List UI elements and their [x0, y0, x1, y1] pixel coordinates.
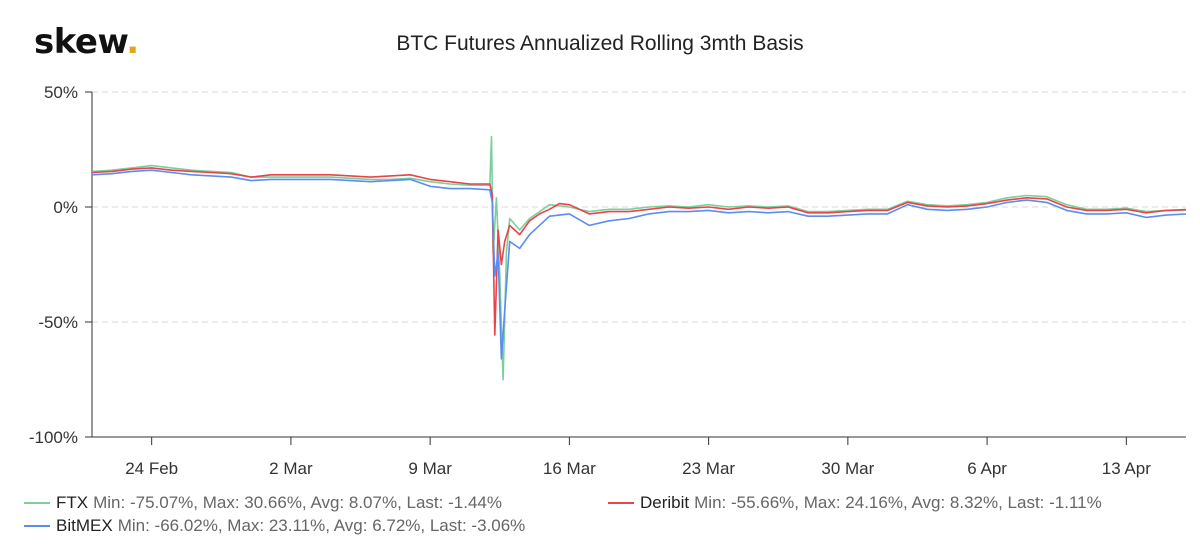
x-tick-label: 6 Apr	[967, 459, 1007, 478]
y-tick-label: 50%	[44, 83, 78, 102]
legend-name-bitmex: BitMEX	[56, 516, 113, 535]
legend-swatch-ftx	[24, 502, 50, 504]
skew-logo: skew.	[34, 22, 139, 62]
legend-stats-bitmex: Min: -66.02%, Max: 23.11%, Avg: 6.72%, L…	[117, 516, 526, 535]
legend-item-bitmex[interactable]: BitMEX Min: -66.02%, Max: 23.11%, Avg: 6…	[24, 516, 525, 536]
legend-item-deribit[interactable]: Deribit Min: -55.66%, Max: 24.16%, Avg: …	[608, 493, 1102, 513]
legend-name-deribit: Deribit	[640, 493, 690, 512]
series-line-bitmex	[91, 169, 1187, 360]
y-tick-label: -100%	[29, 428, 78, 447]
y-tick-label: -50%	[38, 313, 78, 332]
x-tick-label: 23 Mar	[682, 459, 735, 478]
x-tick-label: 24 Feb	[125, 459, 178, 478]
legend-stats-deribit: Min: -55.66%, Max: 24.16%, Avg: 8.32%, L…	[694, 493, 1102, 512]
legend-item-ftx[interactable]: FTX Min: -75.07%, Max: 30.66%, Avg: 8.07…	[24, 493, 502, 513]
x-tick-label: 13 Apr	[1102, 459, 1151, 478]
y-tick-label: 0%	[53, 198, 78, 217]
x-tick-label: 2 Mar	[269, 459, 313, 478]
legend-swatch-bitmex	[24, 525, 50, 527]
series-line-deribit	[91, 167, 1187, 336]
legend-stats-ftx: Min: -75.07%, Max: 30.66%, Avg: 8.07%, L…	[93, 493, 502, 512]
x-tick-label: 9 Mar	[408, 459, 452, 478]
legend-swatch-deribit	[608, 502, 634, 504]
series-line-ftx	[91, 135, 1187, 381]
legend-name-ftx: FTX	[56, 493, 89, 512]
x-tick-label: 16 Mar	[543, 459, 596, 478]
x-tick-label: 30 Mar	[821, 459, 874, 478]
chart-title: BTC Futures Annualized Rolling 3mth Basi…	[396, 32, 804, 55]
